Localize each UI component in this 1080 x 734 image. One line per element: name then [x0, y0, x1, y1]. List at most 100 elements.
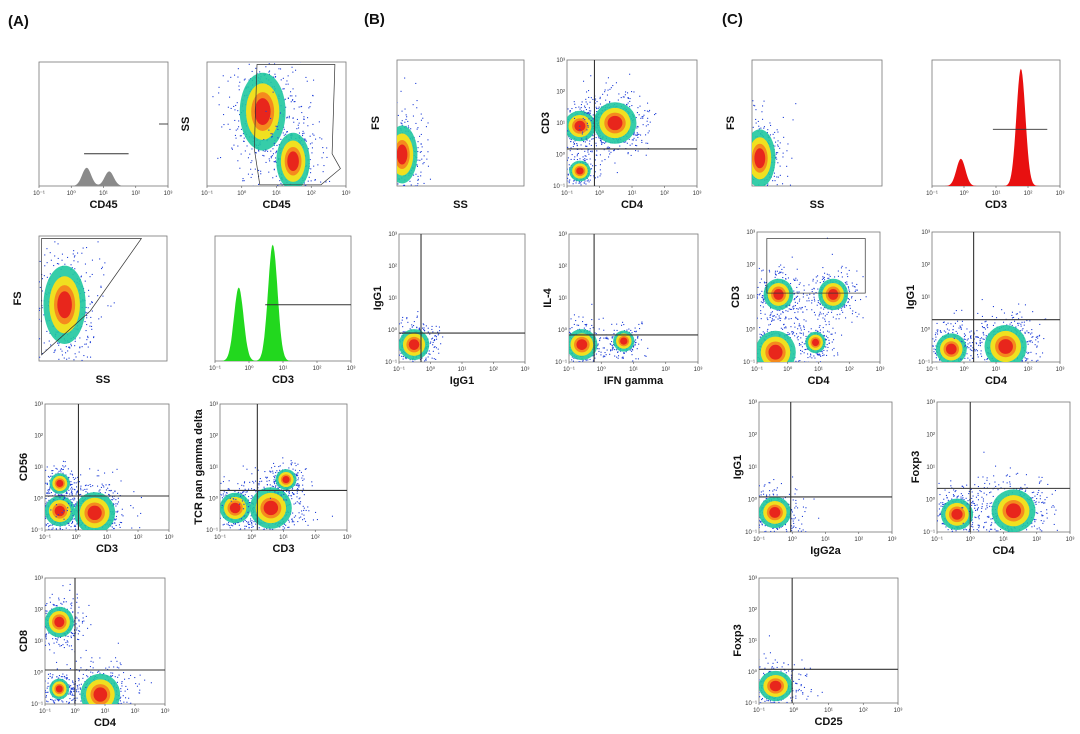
y-axis-label: CD8 [18, 630, 30, 652]
y-tick-label: 10⁻¹ [385, 360, 397, 366]
x-tick-label: 10² [311, 535, 320, 541]
x-tick-label: 10¹ [992, 191, 1001, 197]
x-tick-label: 10³ [693, 191, 702, 197]
plot-data-area [39, 123, 168, 186]
y-axis-label: CD3 [540, 112, 552, 134]
population-2 [221, 465, 333, 530]
x-tick-label: 10³ [876, 367, 885, 373]
gate-polygon [253, 64, 341, 186]
x-axis-label: CD4 [985, 375, 1008, 387]
population-4 [797, 318, 839, 362]
y-axis-label: CD3 [730, 286, 742, 308]
population-1 [937, 480, 999, 532]
x-tick-label: 10¹ [992, 367, 1001, 373]
y-tick-label: 10⁰ [748, 669, 758, 676]
population-1 [212, 62, 315, 186]
x-tick-label: 10² [134, 535, 143, 541]
y-tick-label: 10² [34, 434, 43, 440]
population-1 [932, 309, 990, 362]
x-tick-label: 10¹ [821, 537, 830, 543]
x-tick-label: 10⁰ [237, 190, 247, 197]
x-tick-label: 10¹ [628, 191, 637, 197]
population-1 [45, 583, 92, 663]
y-tick-label: 10³ [926, 400, 935, 406]
y-tick-label: 10² [34, 608, 43, 614]
x-tick-label: 10² [660, 191, 669, 197]
x-tick-label: 10² [131, 191, 140, 197]
population-1 [569, 303, 620, 362]
population-3 [45, 460, 79, 506]
plots-container: 10⁻¹ 10⁰ 10¹ 10² 10³ CD45 10⁻¹ 10⁰ 10¹ 10² 10³ CD45… [12, 58, 1075, 729]
y-tick-label: 10³ [34, 576, 43, 582]
y-tick-label: 10¹ [748, 465, 757, 471]
population-2 [50, 468, 142, 530]
y-tick-label: 10⁻¹ [743, 360, 755, 366]
x-tick-label: 10² [854, 537, 863, 543]
x-tick-label: 10⁻¹ [39, 535, 51, 541]
plot-data-area [45, 578, 165, 704]
x-axis-label: CD45 [89, 199, 117, 211]
plot-frame [38, 235, 168, 362]
y-tick-label: 10⁻¹ [918, 360, 930, 366]
plot-1--vs-cd45: 10⁻¹ 10⁰ 10¹ 10² 10³ CD45 [33, 61, 172, 211]
x-tick-label: 10⁻¹ [751, 367, 763, 373]
y-tick-label: 10² [746, 263, 755, 269]
y-axis-label: Foxp3 [910, 451, 922, 483]
plot-data-area [212, 62, 341, 186]
x-tick-label: 10⁻¹ [753, 708, 765, 714]
plot-11-il-4-vs-ifn-gamma: 10⁻¹ 10⁰ 10¹ 10² 10³ 10⁻¹ 10⁰ 10¹ 10² 10³ IFN gamm… [542, 232, 703, 387]
plot-7-cd8-vs-cd4: 10⁻¹ 10⁰ 10¹ 10² 10³ 10⁻¹ 10⁰ 10¹ 10² 10³ CD4 CD8 [18, 576, 170, 729]
y-tick-label: 10² [921, 263, 930, 269]
population-1 [399, 311, 444, 362]
x-tick-label: 10⁻¹ [753, 537, 765, 543]
y-tick-label: 10³ [558, 232, 567, 238]
x-axis-label: CD3 [272, 374, 294, 386]
y-tick-label: 10³ [556, 58, 565, 64]
x-tick-label: 10³ [888, 537, 897, 543]
plot-data-area [932, 232, 1060, 362]
population-2 [250, 91, 331, 186]
plot-data-area [752, 100, 797, 186]
x-tick-label: 10³ [694, 367, 703, 373]
x-tick-label: 10³ [1066, 537, 1075, 543]
x-axis-label: SS [810, 199, 825, 211]
y-tick-label: 10² [748, 607, 757, 613]
population-3 [45, 664, 87, 704]
x-tick-label: 10¹ [824, 708, 833, 714]
x-axis-label: CD3 [985, 199, 1007, 211]
plot-8-fs-vs-ss: SS FS [370, 59, 525, 211]
x-tick-label: 10¹ [272, 191, 281, 197]
x-tick-label: 10² [1024, 191, 1033, 197]
y-tick-label: 10⁰ [921, 327, 931, 334]
y-tick-label: 10² [388, 264, 397, 270]
y-tick-label: 10⁻¹ [923, 530, 935, 536]
x-tick-label: 10³ [1056, 367, 1065, 373]
plot-16-igg1-vs-igg2a: 10⁻¹ 10⁰ 10¹ 10² 10³ 10⁻¹ 10⁰ 10¹ 10² 10³ IgG2a IgG… [732, 400, 896, 557]
population-1 [397, 77, 431, 186]
plot-data-area [759, 578, 898, 703]
y-tick-label: 10⁰ [556, 152, 566, 159]
x-tick-label: 10³ [161, 709, 170, 715]
y-tick-label: 10² [556, 90, 565, 96]
y-tick-label: 10¹ [34, 465, 43, 471]
y-tick-label: 10² [209, 434, 218, 440]
y-tick-label: 10³ [748, 576, 757, 582]
population-1 [752, 100, 797, 186]
population-1 [759, 635, 823, 703]
x-axis-label: SS [453, 199, 468, 211]
x-axis-label: CD3 [272, 543, 294, 555]
y-tick-label: 10³ [209, 402, 218, 408]
plot-frame [751, 59, 883, 187]
population-3 [567, 148, 603, 186]
x-tick-label: 10⁰ [789, 707, 799, 714]
x-axis-label: CD25 [814, 716, 842, 728]
gate-polygon [41, 238, 143, 356]
y-tick-label: 10² [748, 433, 757, 439]
x-tick-label: 10⁰ [67, 190, 77, 197]
plot-2-ss-vs-cd45: 10⁻¹ 10⁰ 10¹ 10² 10³ CD45 SS [180, 61, 350, 211]
y-tick-label: 10³ [34, 402, 43, 408]
x-tick-label: 10² [859, 708, 868, 714]
x-tick-label: 10¹ [101, 709, 110, 715]
x-tick-label: 10² [313, 366, 322, 372]
